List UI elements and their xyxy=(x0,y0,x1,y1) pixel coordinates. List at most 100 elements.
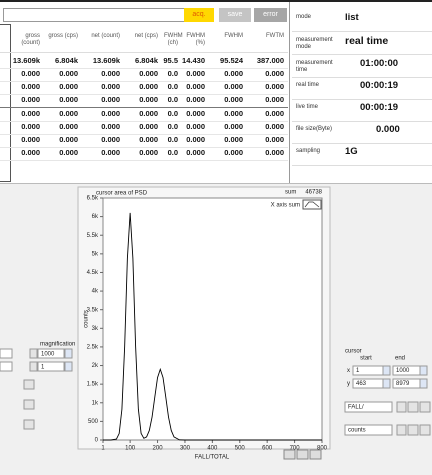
status-rule xyxy=(292,54,432,55)
column-header: FWHM (ch) xyxy=(164,33,183,46)
table-cell: 0.000 xyxy=(139,148,158,157)
status-label: real time xyxy=(296,82,320,88)
status-label: sampling xyxy=(296,148,321,154)
cursor-label: cursor xyxy=(345,349,362,355)
table-cell: 0.000 xyxy=(59,135,78,144)
y-tick-label: 1k xyxy=(92,400,99,406)
table-cell: 0.000 xyxy=(224,135,243,144)
y-tick-label: 5k xyxy=(92,251,99,257)
scale-button[interactable] xyxy=(23,419,35,430)
legend-icon-glyph xyxy=(304,201,320,208)
table-cell: 0.000 xyxy=(21,82,40,91)
y-tick-label: 2k xyxy=(92,363,99,369)
status-value: 1G xyxy=(345,146,358,157)
table-cell: 0.000 xyxy=(265,82,284,91)
table-cell: 0.000 xyxy=(186,148,205,157)
status-value: real time xyxy=(345,35,389,47)
column-header: net (count) xyxy=(91,33,120,39)
toolbar-button[interactable] xyxy=(283,449,296,460)
selector-value: counts xyxy=(348,428,366,434)
table-cell: 0.000 xyxy=(59,148,78,157)
y-tick-label: 6k xyxy=(92,214,99,220)
table-cell: 0.000 xyxy=(59,95,78,104)
row-rule xyxy=(0,81,288,82)
table-cell: 0.000 xyxy=(265,109,284,118)
magnification-value: 1000 xyxy=(41,352,55,358)
table-cell: 0.000 xyxy=(186,95,205,104)
toolbar-button[interactable] xyxy=(309,449,322,460)
row-rule xyxy=(0,147,288,148)
chart-title: cursor area of PSD xyxy=(96,191,148,197)
partial-input[interactable] xyxy=(0,361,13,372)
format-button[interactable] xyxy=(419,401,431,413)
table-cell: 14.430 xyxy=(182,56,205,65)
y-tick-label: 5.5k xyxy=(87,233,99,239)
toolbar-button[interactable] xyxy=(296,449,309,460)
table-cell: 0.000 xyxy=(139,135,158,144)
table-cell: 0.000 xyxy=(101,95,120,104)
toolbar-button[interactable]: acq. xyxy=(184,8,214,22)
dropdown-button[interactable] xyxy=(29,348,38,359)
table-cell: 0.000 xyxy=(101,135,120,144)
status-value: 00:00:19 xyxy=(360,80,399,91)
table-cell: 0.000 xyxy=(21,135,40,144)
lock-button[interactable] xyxy=(396,401,407,413)
table-cell: 0.000 xyxy=(224,148,243,157)
column-header: net (cps) xyxy=(134,33,158,39)
y-tick-label: 0 xyxy=(95,438,99,444)
x-axis-label: FALL/TOTAL xyxy=(195,455,230,461)
lock-button[interactable] xyxy=(396,424,407,436)
cursor-axis: x xyxy=(347,368,350,374)
spin-button xyxy=(419,378,428,389)
cursor-axis: y xyxy=(347,381,350,387)
table-cell: 13.609k xyxy=(92,56,120,65)
sum-label: sum xyxy=(285,190,296,196)
cursor-controls: cursor start end FALL/ counts xyxy=(344,349,431,436)
table-cell: 0.000 xyxy=(21,148,40,157)
x-tick-label: 800 xyxy=(317,446,328,452)
row-rule xyxy=(0,107,288,108)
table-cell: 0.000 xyxy=(59,69,78,78)
table-cell: 0.000 xyxy=(101,148,120,157)
status-label: measurement mode xyxy=(296,37,333,50)
magnification-input[interactable] xyxy=(37,348,65,359)
spin-button[interactable] xyxy=(64,361,73,372)
table-cell: 0.000 xyxy=(21,122,40,131)
selector-box[interactable] xyxy=(344,401,393,413)
scale-button[interactable] xyxy=(23,399,35,410)
top-panel xyxy=(0,0,432,184)
status-value: list xyxy=(345,12,359,23)
table-cell: 0.000 xyxy=(265,95,284,104)
table-cell: 6.804k xyxy=(55,56,78,65)
scale-button[interactable] xyxy=(23,379,35,390)
format-button[interactable] xyxy=(407,424,419,436)
table-cell: 0.000 xyxy=(224,95,243,104)
table-cell: 0.000 xyxy=(59,82,78,91)
partial-input[interactable] xyxy=(0,348,13,359)
row-rule xyxy=(0,121,288,122)
spin-button xyxy=(382,378,391,389)
selector-box[interactable] xyxy=(344,424,393,436)
cursor-start: 463 xyxy=(356,381,367,387)
table-cell: 0.0 xyxy=(167,109,178,118)
toolbar-button[interactable]: error xyxy=(254,8,287,22)
format-button[interactable] xyxy=(407,401,419,413)
table-cell: 0.0 xyxy=(167,69,178,78)
spin-button[interactable] xyxy=(64,348,73,359)
header-rule xyxy=(0,52,288,53)
cursor-start-label: start xyxy=(360,356,372,362)
table-cell: 0.000 xyxy=(139,109,158,118)
format-button[interactable] xyxy=(419,424,431,436)
sum-value: 46738 xyxy=(305,190,322,196)
magnification-input[interactable] xyxy=(37,361,65,372)
status-label: live time xyxy=(296,104,319,110)
toolbar-button[interactable]: save xyxy=(219,8,251,22)
x-tick-label: 400 xyxy=(207,446,218,452)
dropdown-button[interactable] xyxy=(29,361,38,372)
column-header: gross (count) xyxy=(21,33,40,46)
status-rule xyxy=(292,31,432,32)
table-cell: 0.000 xyxy=(101,122,120,131)
spin-button xyxy=(419,365,428,376)
legend-icon[interactable] xyxy=(302,199,322,210)
